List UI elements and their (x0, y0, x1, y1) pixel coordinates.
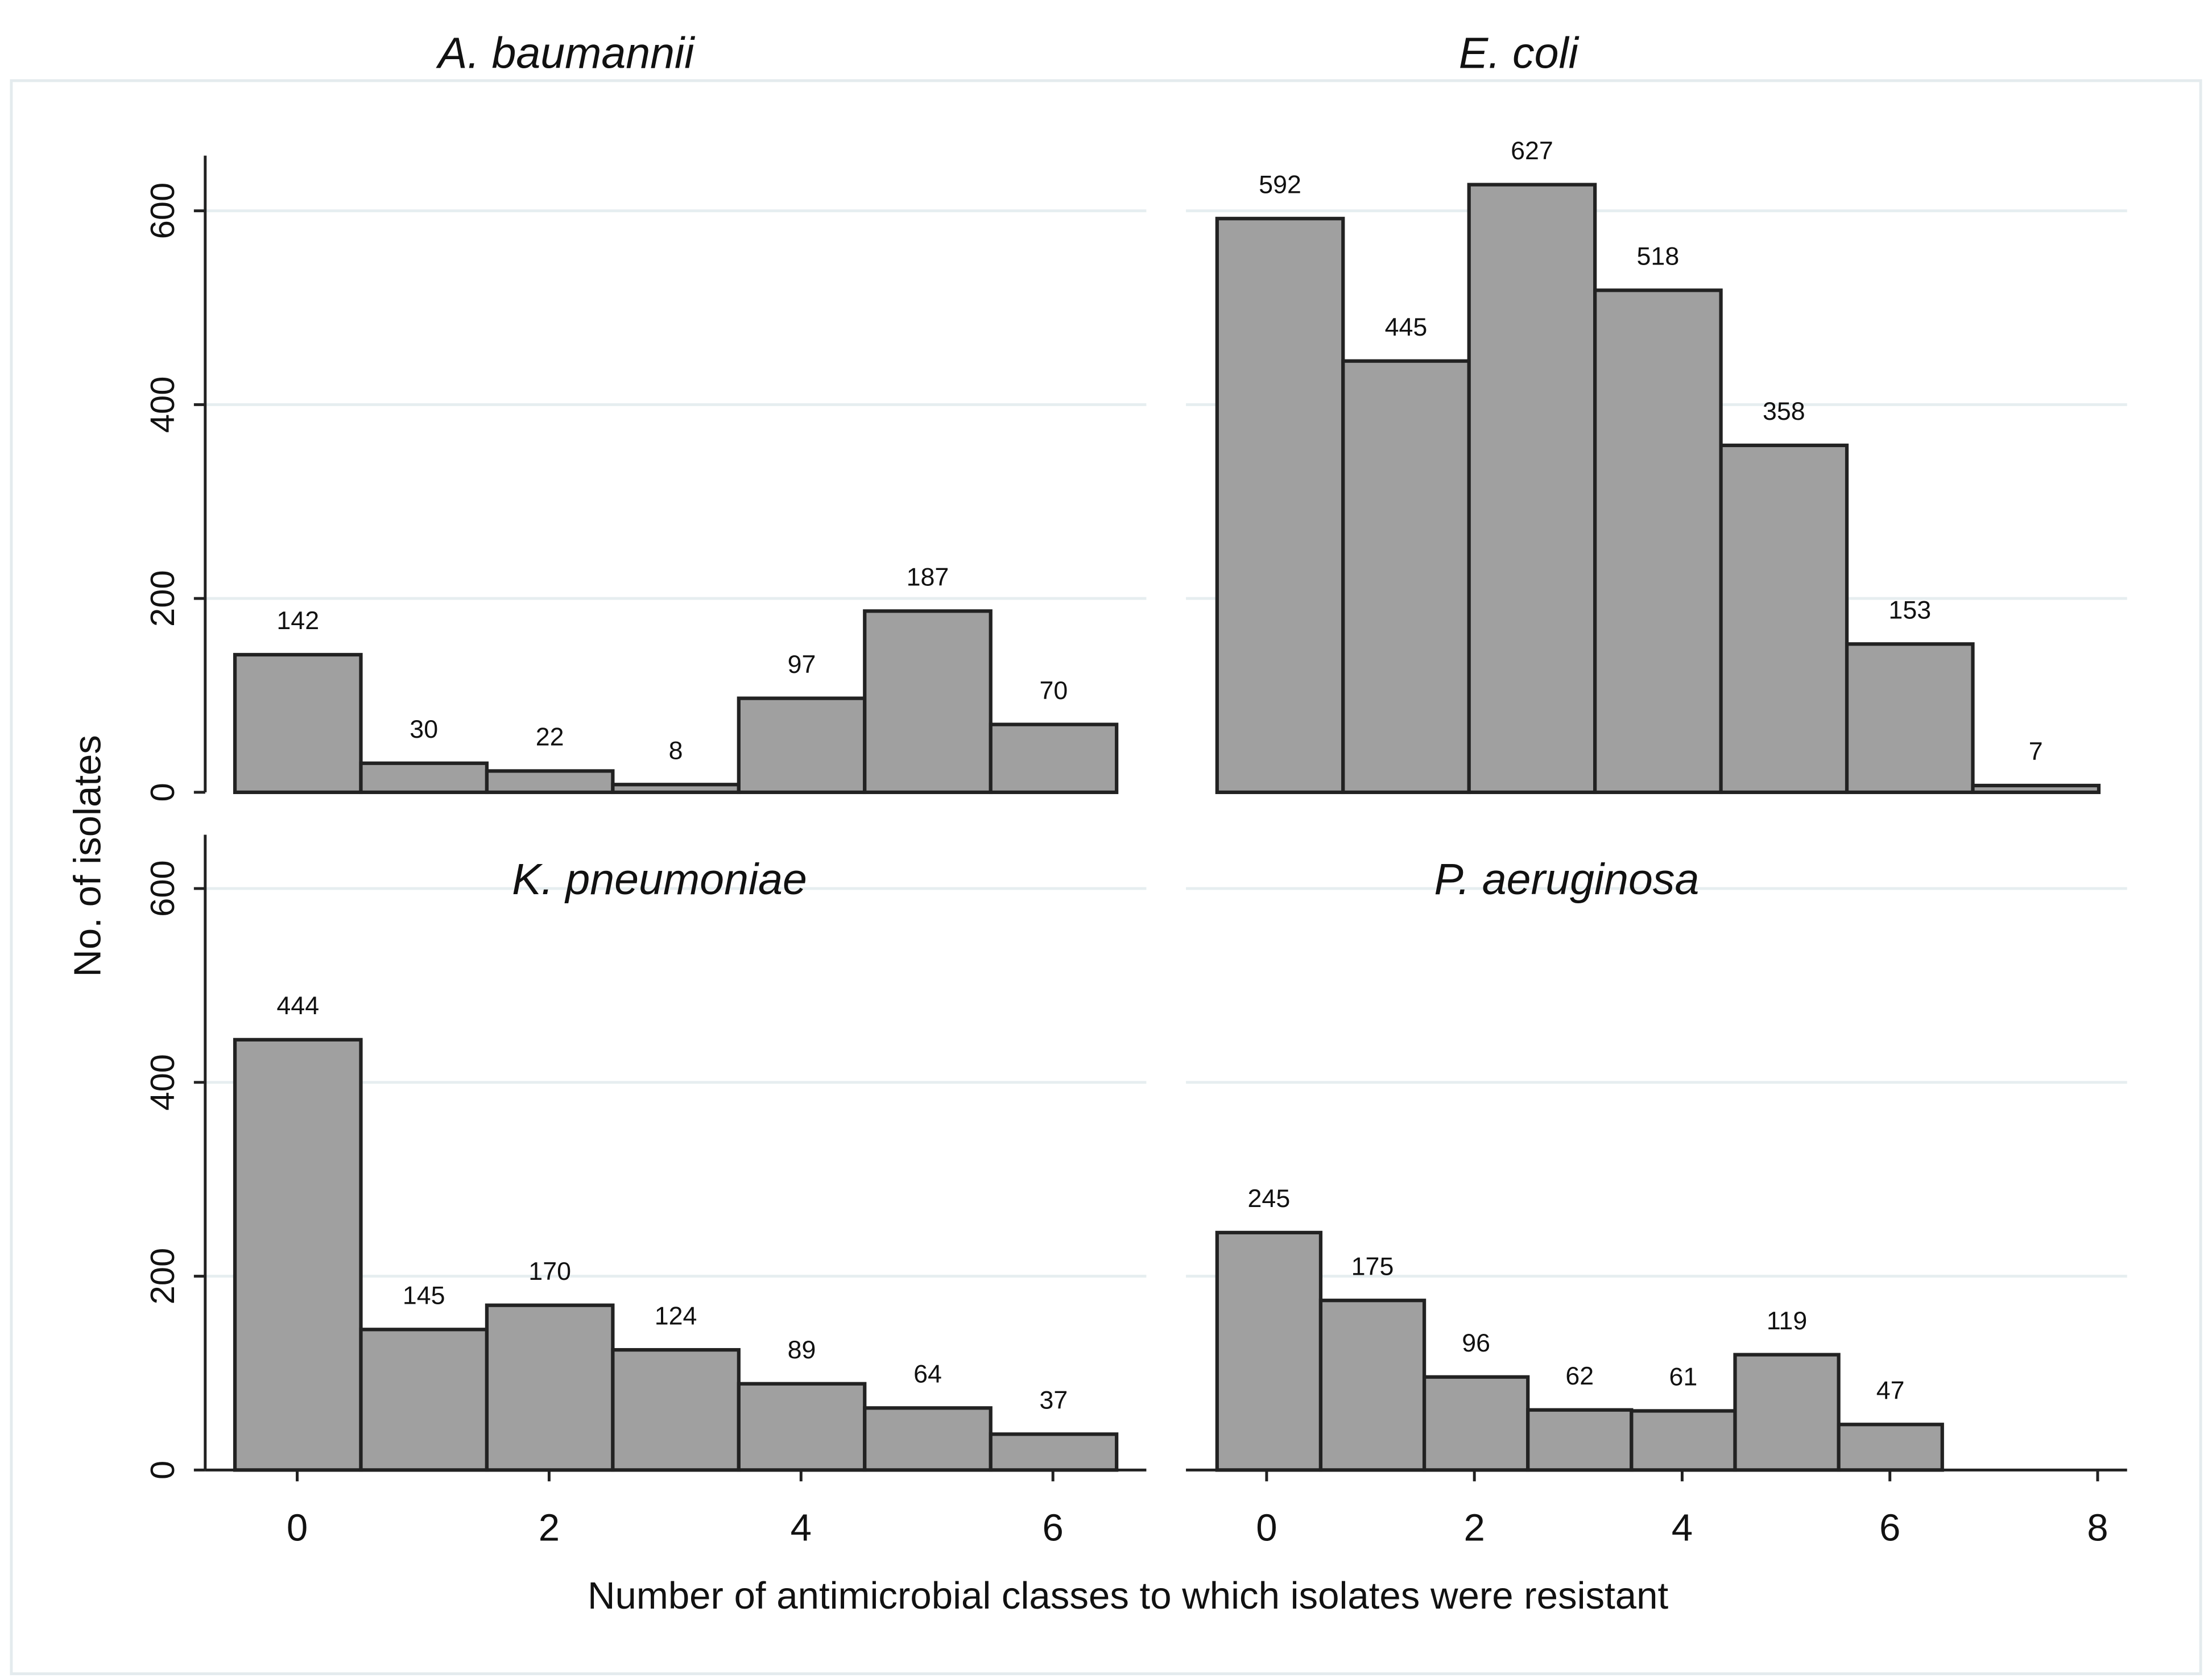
y-tick-label: 600 (143, 183, 181, 239)
bar-value-label: 627 (1511, 137, 1553, 165)
bar-value-label: 89 (788, 1336, 816, 1364)
x-tick-label: 0 (1256, 1507, 1277, 1549)
bar (1630, 1409, 1737, 1472)
bar-value-label: 22 (536, 723, 564, 751)
bar (359, 1328, 489, 1472)
panel-title: P. aeruginosa (1434, 855, 1699, 904)
bar (737, 1382, 867, 1472)
bar (863, 609, 993, 795)
bar-value-label: 592 (1259, 170, 1301, 199)
bar (1341, 359, 1471, 795)
bar-value-label: 96 (1462, 1329, 1490, 1357)
x-tick-label: 4 (1672, 1507, 1693, 1549)
bar (863, 1406, 993, 1472)
bar-value-label: 62 (1565, 1362, 1594, 1390)
bar (1467, 183, 1597, 795)
y-tick-label: 0 (143, 1461, 181, 1479)
y-axis-label: No. of isolates (67, 735, 109, 977)
bar-value-label: 47 (1876, 1377, 1905, 1405)
bar-value-label: 358 (1763, 397, 1805, 425)
x-tick-label: 6 (1879, 1507, 1900, 1549)
bar (1593, 288, 1723, 795)
y-tick-label: 400 (143, 377, 181, 433)
bar-value-label: 61 (1669, 1363, 1698, 1391)
bar (233, 1038, 363, 1472)
bar-value-label: 170 (528, 1257, 571, 1286)
bar-value-label: 444 (276, 991, 319, 1020)
bar-value-label: 245 (1248, 1184, 1291, 1213)
bar-value-label: 70 (1040, 676, 1068, 705)
x-tick-label: 6 (1043, 1507, 1064, 1549)
bar-value-label: 142 (276, 606, 319, 635)
bar-value-label: 64 (913, 1360, 942, 1388)
bar (359, 761, 489, 795)
x-axis-label: Number of antimicrobial classes to which… (588, 1574, 1668, 1617)
y-tick-label: 0 (143, 783, 181, 801)
bar (1845, 642, 1975, 795)
bar (1837, 1423, 1944, 1472)
y-tick-label: 400 (143, 1054, 181, 1111)
bar-value-label: 145 (403, 1282, 445, 1310)
panel-title: E. coli (1459, 28, 1580, 77)
x-tick-label: 2 (1463, 1507, 1485, 1549)
panel-title: A. baumannii (436, 28, 695, 77)
bar (1215, 217, 1345, 795)
bar-value-label: 175 (1351, 1252, 1394, 1280)
bar (1971, 783, 2101, 795)
x-tick-label: 4 (791, 1507, 812, 1549)
bar (737, 696, 867, 795)
x-tick-label: 2 (539, 1507, 560, 1549)
bar-value-label: 153 (1888, 596, 1931, 624)
bar (1215, 1230, 1323, 1472)
x-tick-label: 0 (287, 1507, 308, 1549)
bar (1719, 443, 1849, 795)
panel-title: K. pneumoniae (512, 855, 807, 904)
bar-value-label: 124 (655, 1301, 697, 1330)
bar-value-label: 187 (907, 563, 949, 592)
bar-value-label: 518 (1637, 242, 1680, 271)
figure-frame (10, 79, 2202, 1676)
bar (233, 652, 363, 795)
bar (1422, 1375, 1530, 1472)
bar-value-label: 97 (788, 650, 816, 679)
bar-value-label: 7 (2029, 737, 2043, 766)
bar-value-label: 445 (1385, 313, 1428, 341)
bar (989, 722, 1119, 795)
bar (611, 1348, 741, 1472)
x-tick-label: 8 (2087, 1507, 2108, 1549)
bar (1318, 1299, 1427, 1472)
bar (1733, 1353, 1841, 1472)
bar-value-label: 30 (410, 715, 438, 743)
bar-value-label: 8 (669, 737, 683, 765)
bar (485, 769, 615, 795)
bar (989, 1432, 1119, 1472)
bar-value-label: 37 (1040, 1386, 1068, 1415)
bar (1526, 1408, 1634, 1472)
y-tick-label: 200 (143, 1248, 181, 1305)
y-tick-label: 600 (143, 860, 181, 917)
bar (611, 783, 741, 795)
bar-value-label: 119 (1767, 1307, 1807, 1335)
bar (485, 1303, 615, 1472)
y-tick-label: 200 (143, 570, 181, 627)
